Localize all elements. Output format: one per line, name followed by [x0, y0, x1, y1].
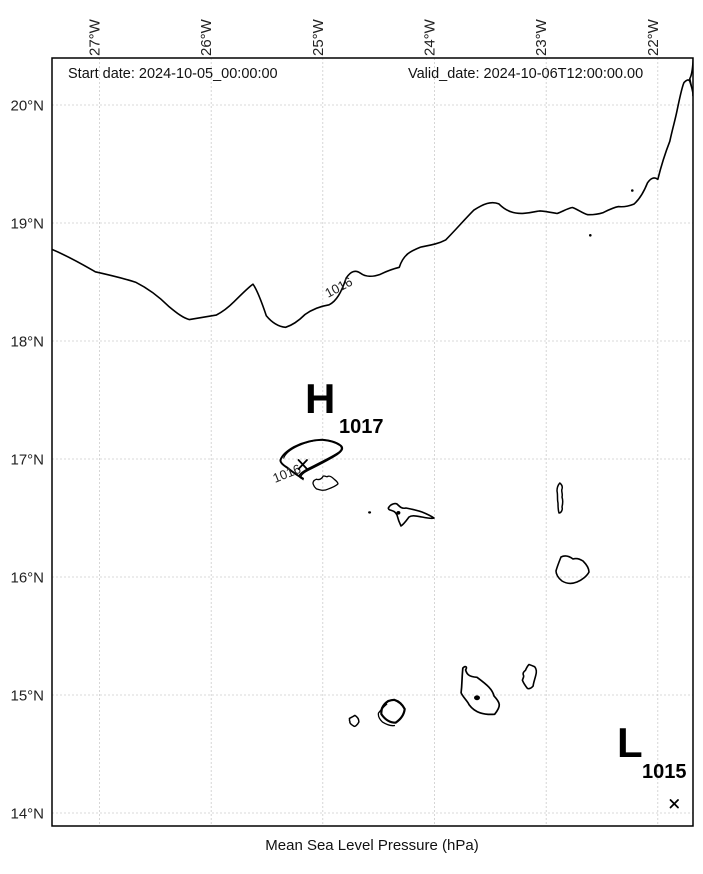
svg-text:14°N: 14°N — [10, 806, 44, 823]
svg-text:20°N: 20°N — [10, 98, 44, 115]
svg-text:L: L — [617, 719, 643, 766]
svg-text:16°N: 16°N — [10, 570, 44, 587]
svg-text:17°N: 17°N — [10, 452, 44, 469]
svg-text:23°W: 23°W — [533, 18, 550, 56]
svg-text:1015: 1015 — [642, 761, 687, 783]
svg-text:1016: 1016 — [271, 461, 303, 486]
svg-text:Start date: 2024-10-05_00:00:0: Start date: 2024-10-05_00:00:00 — [68, 66, 278, 82]
svg-text:27°W: 27°W — [87, 18, 104, 56]
svg-text:19°N: 19°N — [10, 216, 44, 233]
svg-text:24°W: 24°W — [422, 18, 439, 56]
svg-text:1016: 1016 — [322, 274, 355, 301]
svg-text:22°W: 22°W — [645, 18, 662, 56]
svg-text:15°N: 15°N — [10, 688, 44, 705]
svg-text:25°W: 25°W — [310, 18, 327, 56]
svg-text:26°W: 26°W — [198, 18, 215, 56]
svg-text:Valid_date: 2024-10-06T12:00:0: Valid_date: 2024-10-06T12:00:00.00 — [408, 66, 643, 82]
svg-text:1017: 1017 — [339, 416, 384, 438]
svg-text:Mean Sea Level Pressure (hPa): Mean Sea Level Pressure (hPa) — [265, 837, 478, 854]
svg-text:H: H — [305, 375, 335, 422]
svg-text:18°N: 18°N — [10, 334, 44, 351]
